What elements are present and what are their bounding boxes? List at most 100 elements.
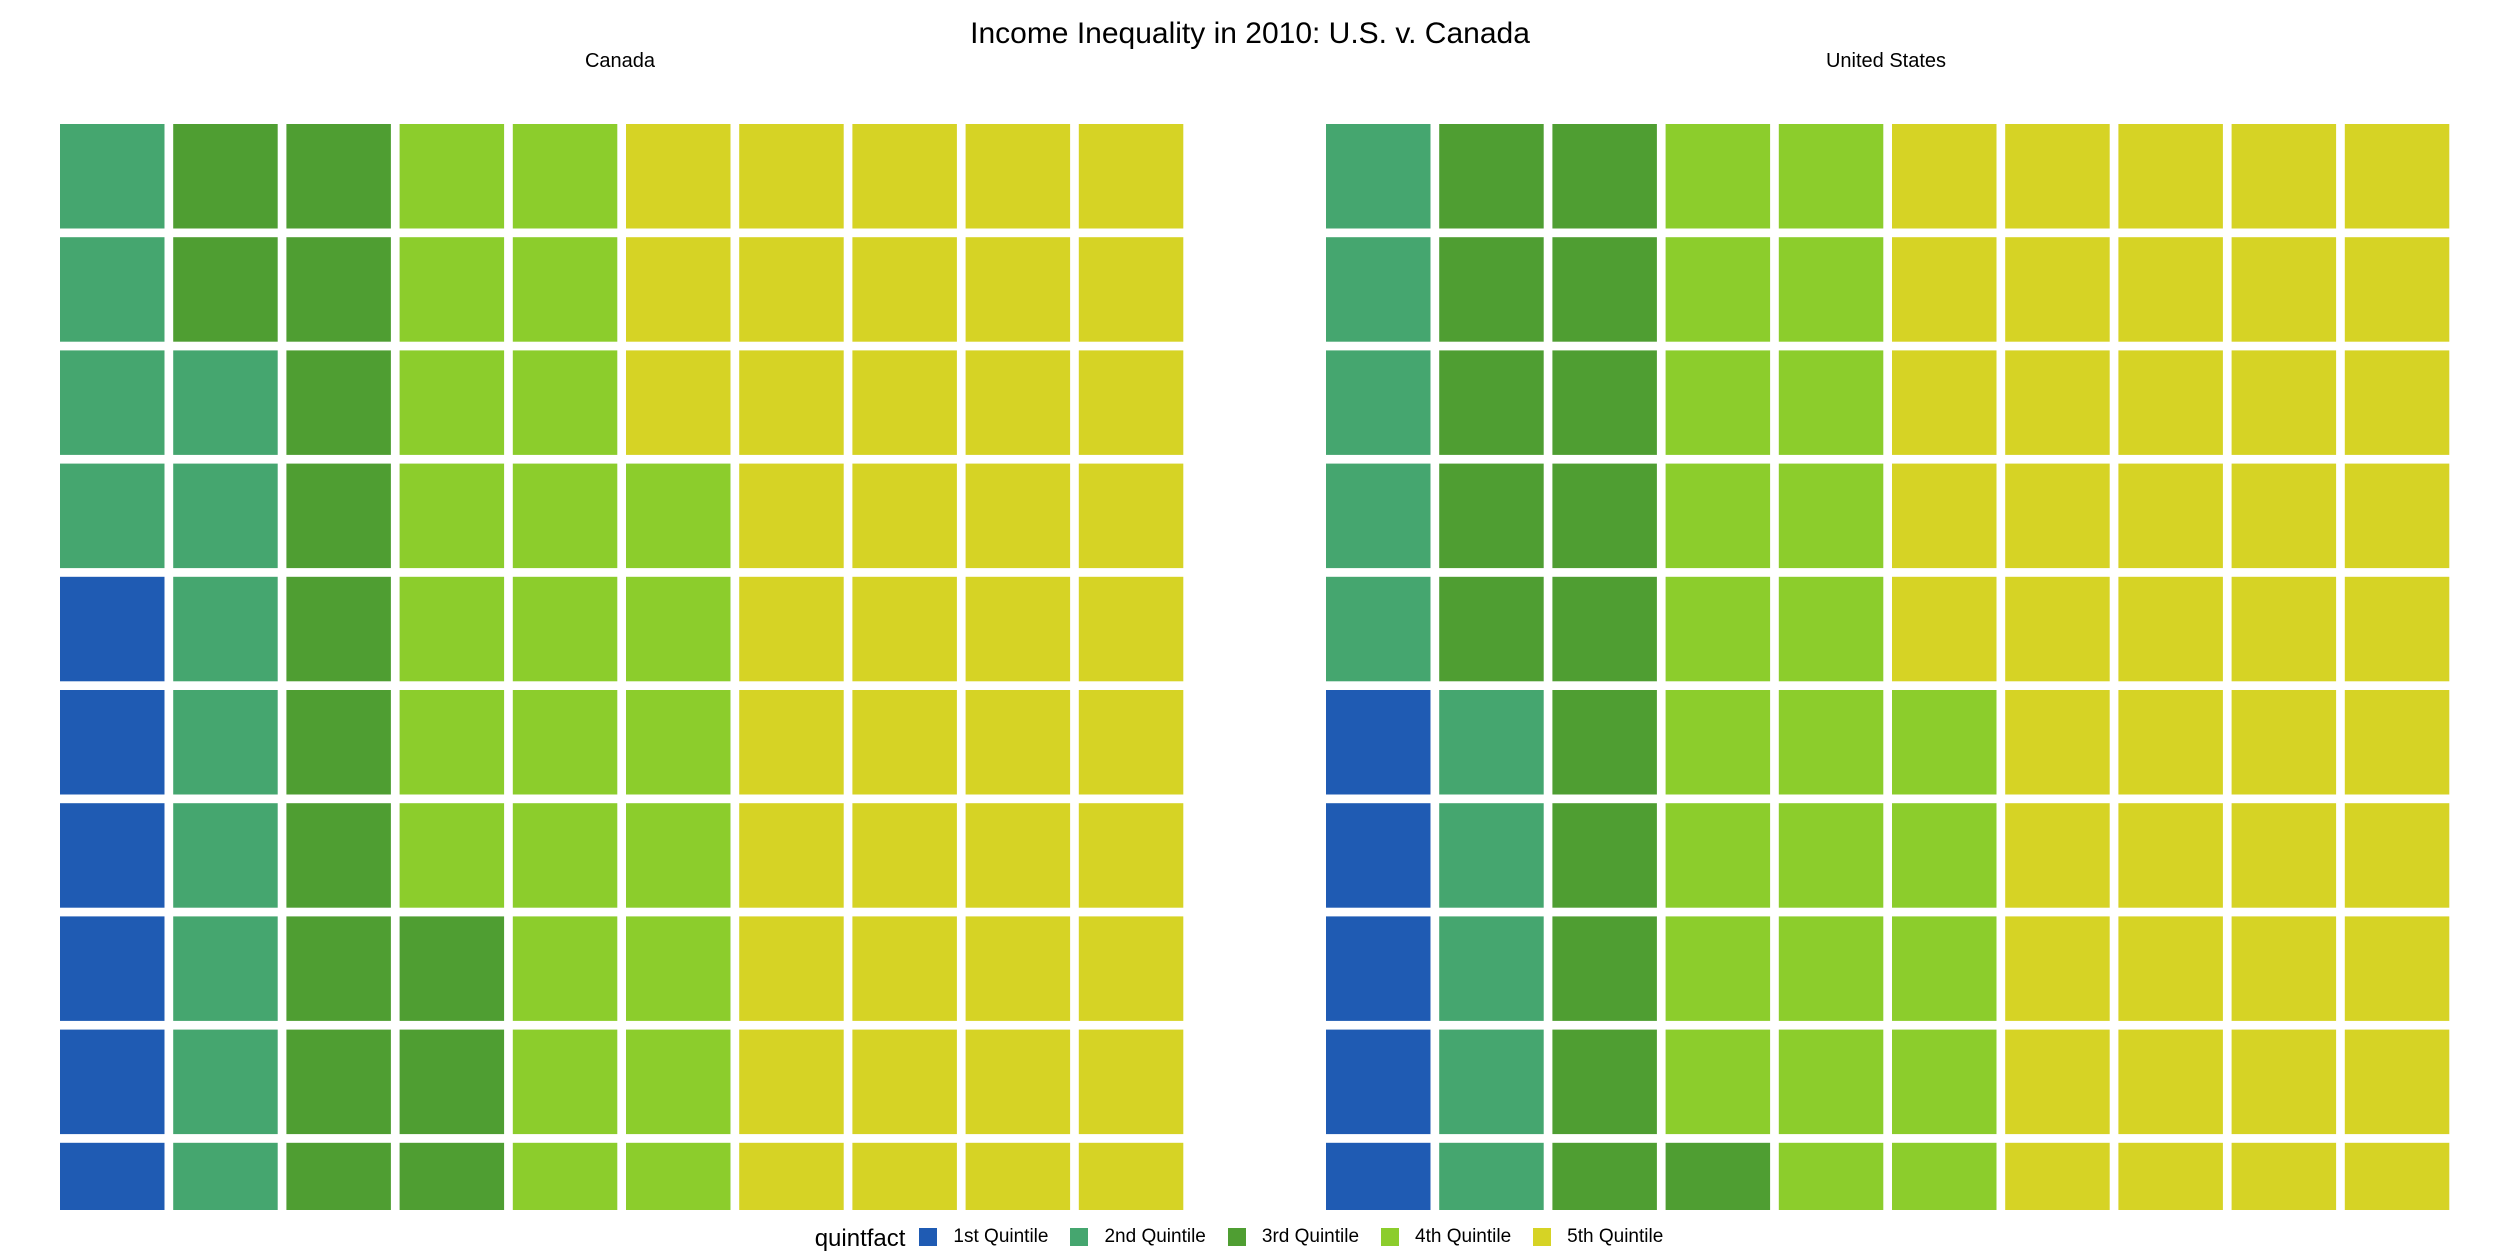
waffle-tile-4th-quintile <box>399 350 505 455</box>
waffle-tile-4th-quintile <box>399 690 505 795</box>
waffle-tile-5th-quintile <box>2231 803 2337 908</box>
waffle-tile-4th-quintile <box>512 576 618 682</box>
waffle-tile-3rd-quintile <box>286 1142 391 1210</box>
waffle-tile-5th-quintile <box>852 124 957 229</box>
waffle-tile-5th-quintile <box>965 916 1071 1021</box>
waffle-tile-4th-quintile <box>1665 463 1771 569</box>
waffle-tile-3rd-quintile <box>1552 237 1657 342</box>
waffle-tile-1st-quintile <box>60 916 165 1021</box>
waffle-tile-2nd-quintile <box>1326 124 1431 229</box>
waffle-tile-2nd-quintile <box>1439 803 1544 908</box>
waffle-chart <box>60 124 2450 1210</box>
waffle-tile-5th-quintile <box>1078 237 1184 342</box>
waffle-tile-3rd-quintile <box>399 1142 505 1210</box>
legend-swatch <box>1533 1228 1552 1246</box>
waffle-tile-3rd-quintile <box>1552 803 1657 908</box>
waffle-tile-5th-quintile <box>739 690 844 795</box>
waffle-tile-5th-quintile <box>852 916 957 1021</box>
waffle-tile-5th-quintile <box>1892 576 1997 682</box>
waffle-tile-4th-quintile <box>399 463 505 569</box>
waffle-tile-4th-quintile <box>626 1142 731 1210</box>
waffle-tile-4th-quintile <box>512 237 618 342</box>
waffle-tile-4th-quintile <box>626 576 731 682</box>
waffle-tile-4th-quintile <box>399 576 505 682</box>
waffle-tile-4th-quintile <box>1665 803 1771 908</box>
waffle-tile-5th-quintile <box>965 1029 1071 1135</box>
waffle-tile-5th-quintile <box>2005 690 2110 795</box>
waffle-tile-5th-quintile <box>852 690 957 795</box>
waffle-tile-1st-quintile <box>1326 1142 1431 1210</box>
waffle-tile-5th-quintile <box>2231 916 2337 1021</box>
legend-item-5th-quintile: 5th Quintile <box>1533 1226 1663 1248</box>
waffle-tile-4th-quintile <box>512 1029 618 1135</box>
waffle-tile-5th-quintile <box>2344 1142 2450 1210</box>
waffle-tile-4th-quintile <box>1778 916 1884 1021</box>
waffle-tile-5th-quintile <box>965 576 1071 682</box>
waffle-tile-5th-quintile <box>2005 237 2110 342</box>
waffle-tile-4th-quintile <box>1665 124 1771 229</box>
legend-item-2nd-quintile: 2nd Quintile <box>1070 1226 1206 1248</box>
waffle-tile-5th-quintile <box>2231 463 2337 569</box>
facet-label-canada: Canada <box>584 50 656 72</box>
waffle-tile-4th-quintile <box>1665 690 1771 795</box>
waffle-tile-2nd-quintile <box>1439 1142 1544 1210</box>
waffle-tile-4th-quintile <box>626 690 731 795</box>
waffle-tile-3rd-quintile <box>286 237 391 342</box>
waffle-tile-5th-quintile <box>965 803 1071 908</box>
waffle-tile-4th-quintile <box>1778 124 1884 229</box>
waffle-tile-1st-quintile <box>60 576 165 682</box>
waffle-tile-5th-quintile <box>2118 463 2223 569</box>
waffle-tile-5th-quintile <box>2005 463 2110 569</box>
waffle-tile-5th-quintile <box>1078 1142 1184 1210</box>
waffle-tile-5th-quintile <box>2005 1142 2110 1210</box>
waffle-tile-2nd-quintile <box>1326 237 1431 342</box>
waffle-tile-5th-quintile <box>2118 350 2223 455</box>
waffle-tile-2nd-quintile <box>1326 350 1431 455</box>
waffle-tile-5th-quintile <box>852 1029 957 1135</box>
waffle-tile-5th-quintile <box>1892 237 1997 342</box>
waffle-tile-4th-quintile <box>512 803 618 908</box>
waffle-tile-5th-quintile <box>2005 1029 2110 1135</box>
waffle-tile-5th-quintile <box>2118 1142 2223 1210</box>
waffle-tile-4th-quintile <box>1892 1142 1997 1210</box>
waffle-tile-2nd-quintile <box>173 916 278 1021</box>
waffle-tile-2nd-quintile <box>173 576 278 682</box>
waffle-tile-4th-quintile <box>626 463 731 569</box>
waffle-tile-5th-quintile <box>2231 690 2337 795</box>
legend-item-1st-quintile: 1st Quintile <box>919 1226 1048 1248</box>
waffle-tile-5th-quintile <box>2005 576 2110 682</box>
waffle-tile-5th-quintile <box>2231 576 2337 682</box>
waffle-tile-5th-quintile <box>1078 690 1184 795</box>
waffle-tile-5th-quintile <box>2118 124 2223 229</box>
waffle-tile-5th-quintile <box>739 916 844 1021</box>
waffle-tile-3rd-quintile <box>399 916 505 1021</box>
waffle-tile-5th-quintile <box>852 463 957 569</box>
waffle-tile-4th-quintile <box>399 124 505 229</box>
waffle-tile-2nd-quintile <box>1326 463 1431 569</box>
waffle-tile-5th-quintile <box>2344 690 2450 795</box>
waffle-tile-5th-quintile <box>2231 124 2337 229</box>
waffle-tile-3rd-quintile <box>286 463 391 569</box>
waffle-tile-4th-quintile <box>1665 350 1771 455</box>
facet-label-united-states: United States <box>1825 50 1947 72</box>
waffle-tile-4th-quintile <box>512 124 618 229</box>
waffle-tile-3rd-quintile <box>286 350 391 455</box>
waffle-tile-5th-quintile <box>2231 1029 2337 1135</box>
waffle-tile-5th-quintile <box>2231 237 2337 342</box>
waffle-tile-3rd-quintile <box>286 916 391 1021</box>
waffle-tile-1st-quintile <box>60 1029 165 1135</box>
waffle-tile-4th-quintile <box>512 350 618 455</box>
waffle-tile-3rd-quintile <box>1552 124 1657 229</box>
waffle-tile-5th-quintile <box>2005 916 2110 1021</box>
waffle-tile-4th-quintile <box>1665 1029 1771 1135</box>
waffle-tile-4th-quintile <box>1778 350 1884 455</box>
legend-swatch <box>1227 1228 1246 1246</box>
waffle-tile-1st-quintile <box>1326 690 1431 795</box>
waffle-tile-5th-quintile <box>1892 350 1997 455</box>
waffle-tile-2nd-quintile <box>1439 1029 1544 1135</box>
waffle-tile-2nd-quintile <box>173 463 278 569</box>
waffle-tile-2nd-quintile <box>173 1142 278 1210</box>
waffle-tile-5th-quintile <box>965 237 1071 342</box>
waffle-tile-3rd-quintile <box>1439 124 1544 229</box>
legend-label: 4th Quintile <box>1415 1226 1512 1247</box>
